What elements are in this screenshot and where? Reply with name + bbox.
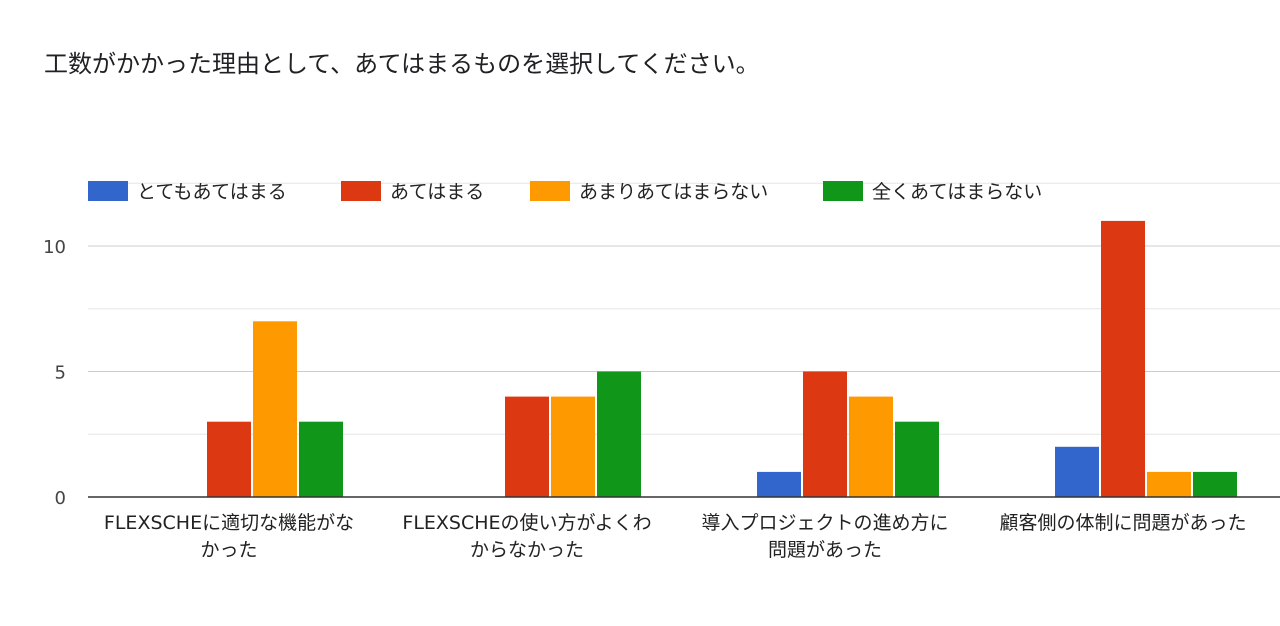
bar [505,396,549,497]
category-label: 導入プロジェクトの進め方に [701,512,948,534]
category-label: 顧客側の体制に問題があった [999,512,1246,534]
chart-title: 工数がかかった理由として、あてはまるものを選択してください。 [44,50,760,78]
bars [207,220,1237,497]
legend-label: とてもあてはまる [137,181,287,203]
y-tick-label: 0 [55,488,66,509]
bar [1193,471,1237,497]
bar [849,396,893,497]
category-label: FLEXSCHEに適切な機能がな [104,512,354,534]
legend-label: 全くあてはまらない [872,181,1042,203]
bar [1101,220,1145,497]
bar [1147,471,1191,497]
bar [757,471,801,497]
legend-label: あてはまる [390,181,484,203]
category-label: かった [200,539,257,561]
y-tick-label: 10 [43,237,66,258]
bar [253,321,297,497]
bar [597,371,641,497]
bar [299,421,343,497]
bar [551,396,595,497]
bar [207,421,251,497]
legend-swatch [823,181,863,201]
category-label: からなかった [470,539,584,561]
category-label: FLEXSCHEの使い方がよくわ [402,512,651,534]
legend-label: あまりあてはまらない [579,181,768,203]
bar [803,371,847,497]
category-label: 問題があった [768,539,882,561]
bar [1055,446,1099,497]
legend: とてもあてはまる あてはまる あまりあてはまらない 全くあてはまらない [88,181,1042,203]
bar [895,421,939,497]
legend-swatch [341,181,381,201]
legend-swatch [88,181,128,201]
legend-swatch [530,181,570,201]
y-tick-label: 5 [55,363,66,384]
y-axis-ticks: 0 5 10 [43,237,66,509]
